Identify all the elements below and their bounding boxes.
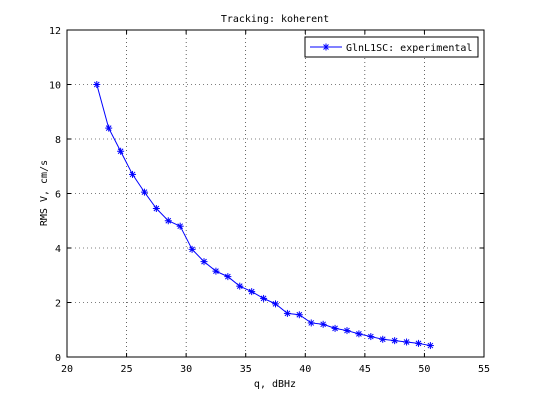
data-point-marker: [391, 337, 399, 345]
data-point-marker: [152, 204, 160, 212]
y-tick-label: 8: [55, 135, 61, 146]
data-point-marker: [272, 300, 279, 308]
data-point-marker: [283, 309, 291, 317]
x-tick-label: 30: [180, 364, 192, 375]
x-tick-label: 55: [478, 364, 490, 375]
legend-marker-star: [322, 43, 330, 51]
data-point-marker: [355, 330, 363, 338]
data-point-marker: [129, 170, 137, 178]
y-tick-label: 0: [55, 353, 61, 364]
data-point-marker: [93, 81, 101, 88]
data-point-marker: [426, 342, 434, 350]
legend: GlnL1SC: experimental: [304, 36, 479, 58]
data-point-marker: [295, 311, 303, 319]
data-point-marker: [224, 273, 232, 281]
x-tick-label: 20: [61, 364, 73, 375]
data-point-marker: [367, 333, 375, 341]
data-point-marker: [319, 320, 327, 328]
data-point-marker: [307, 319, 315, 327]
x-tick-label: 50: [418, 364, 430, 375]
y-tick-label: 6: [55, 190, 61, 201]
legend-box: [304, 36, 479, 58]
x-tick-label: 45: [359, 364, 371, 375]
x-axis-label: q, dBHz: [254, 379, 296, 390]
data-point-marker: [248, 288, 256, 296]
data-point-marker: [343, 327, 351, 335]
data-point-marker: [188, 245, 196, 253]
data-point-marker: [117, 147, 125, 155]
legend-label: GlnL1SC: experimental: [346, 43, 472, 54]
data-point-marker: [403, 338, 411, 346]
data-point-marker: [212, 267, 220, 275]
y-tick-label: 2: [55, 299, 61, 310]
y-tick-label: 12: [49, 26, 61, 37]
chart-title: Tracking: koherent: [221, 14, 329, 25]
axis-ticks: 20 25 30 35 40 45 50 55 0 2 4 6 8 10 12: [49, 26, 490, 375]
data-point-marker: [379, 335, 387, 343]
x-tick-label: 25: [121, 364, 133, 375]
y-tick-label: 4: [55, 244, 61, 255]
y-tick-label: 10: [49, 81, 61, 92]
data-point-marker: [331, 324, 339, 332]
data-point-marker: [176, 222, 184, 230]
series-layer: [93, 81, 434, 350]
data-point-marker: [105, 124, 113, 132]
data-point-marker: [200, 258, 208, 266]
data-point-marker: [260, 294, 268, 302]
data-point-marker: [414, 339, 422, 347]
data-point-marker: [164, 217, 172, 225]
legend-marker: [322, 43, 330, 51]
x-tick-label: 35: [240, 364, 252, 375]
data-point-marker: [236, 282, 244, 290]
data-point-marker: [140, 188, 148, 196]
x-tick-label: 40: [299, 364, 311, 375]
y-axis-label: RMS V, cm/s: [39, 160, 50, 226]
